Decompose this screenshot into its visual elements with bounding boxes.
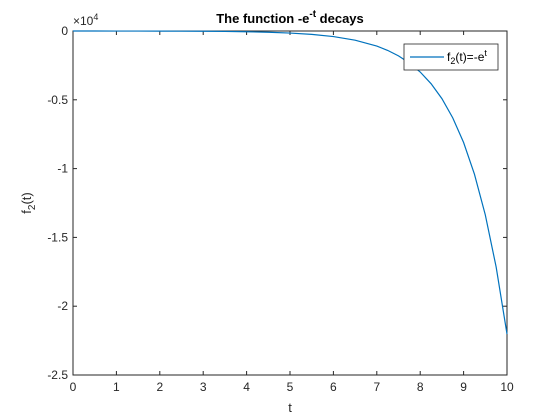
x-tick-label: 10 xyxy=(500,380,514,394)
y-tick-label: -2 xyxy=(57,299,68,313)
x-tick-label: 4 xyxy=(243,380,250,394)
y-tick-label: -0.5 xyxy=(47,93,68,107)
y-axis-ticks: 0 -0.5 -1 -1.5 -2 -2.5 xyxy=(47,24,507,382)
plot-area xyxy=(72,30,508,376)
x-axis-ticks: 0 1 2 3 4 5 6 7 8 9 10 xyxy=(70,31,514,394)
x-axis-label: t xyxy=(288,400,292,415)
chart-title: The function -e-t decays xyxy=(216,9,364,26)
x-tick-label: 5 xyxy=(287,380,294,394)
x-tick-label: 1 xyxy=(113,380,120,394)
y-tick-label: -1.5 xyxy=(47,230,68,244)
y-tick-label: 0 xyxy=(61,24,68,38)
x-tick-label: 0 xyxy=(70,380,77,394)
x-tick-label: 2 xyxy=(156,380,163,394)
x-tick-label: 9 xyxy=(460,380,467,394)
y-tick-label: -1 xyxy=(57,162,68,176)
y-axis-label: f2(t) xyxy=(19,192,38,213)
x-tick-label: 3 xyxy=(200,380,207,394)
x-tick-label: 8 xyxy=(417,380,424,394)
legend-entry-f2: f2(t)=-et xyxy=(447,48,487,66)
x-tick-label: 7 xyxy=(373,380,380,394)
x-tick-label: 6 xyxy=(330,380,337,394)
legend: f2(t)=-et xyxy=(403,43,499,71)
y-exponent-label: ×104 xyxy=(73,12,98,28)
y-tick-label: -2.5 xyxy=(47,368,68,382)
series-line-f2 xyxy=(72,30,508,335)
